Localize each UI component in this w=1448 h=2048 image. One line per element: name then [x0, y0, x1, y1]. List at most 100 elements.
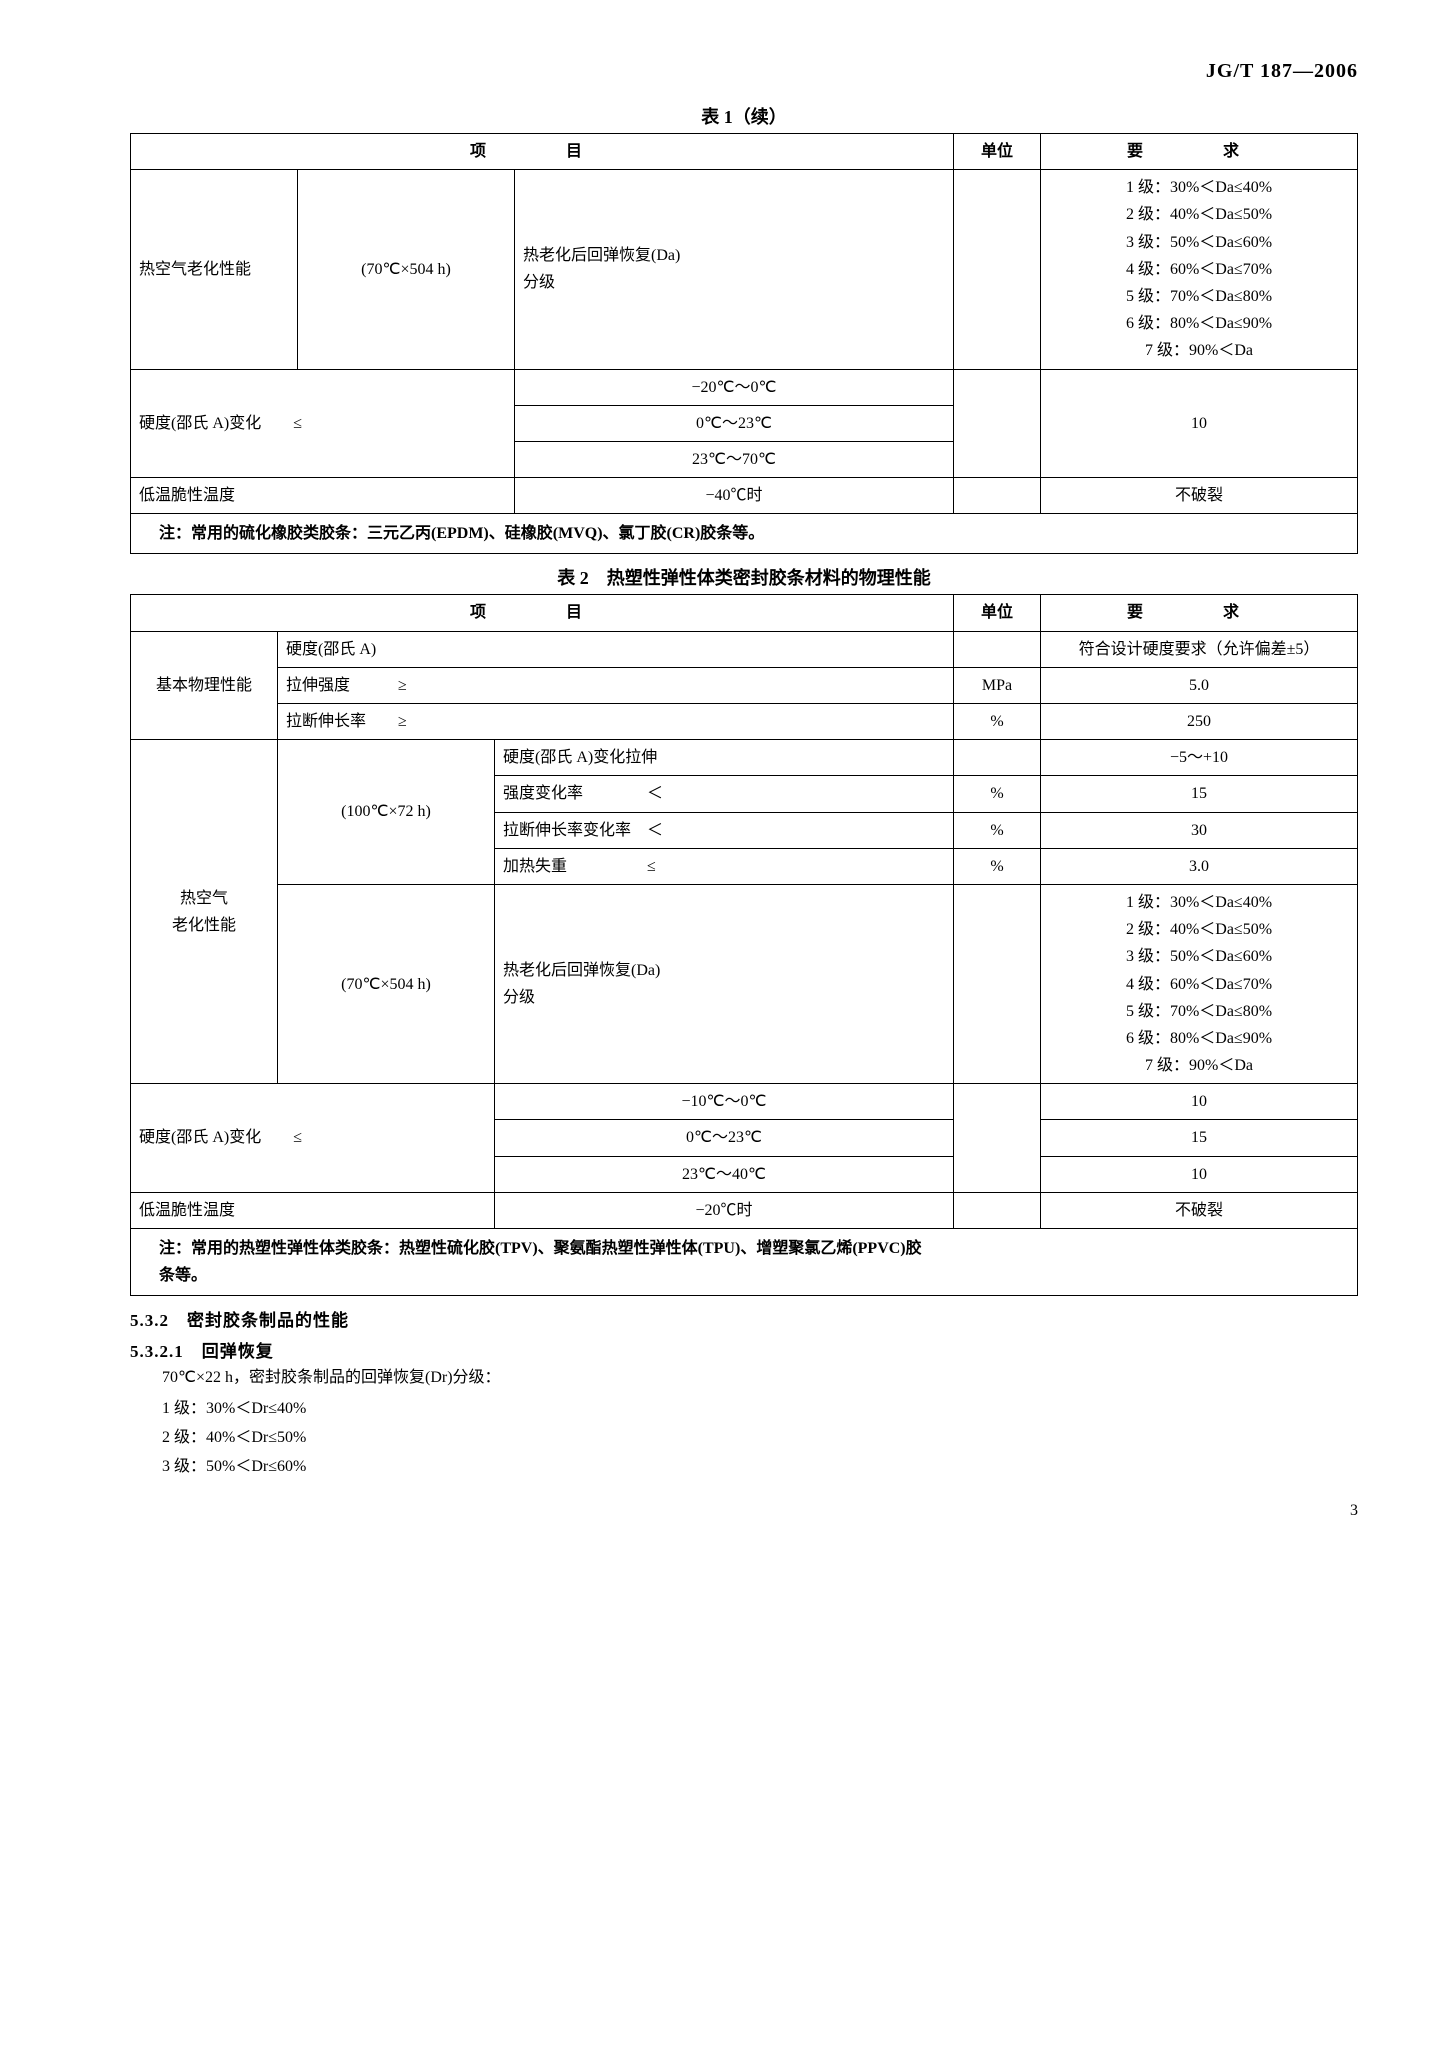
- t2-lvl5: 5 级：70%＜Da≤80%: [1049, 998, 1349, 1025]
- t2-lvl3: 3 级：50%＜Da≤60%: [1049, 943, 1349, 970]
- body-section: 5.3.2 密封胶条制品的性能 5.3.2.1 回弹恢复 70℃×22 h，密封…: [130, 1306, 1358, 1481]
- hardness-range-1: −20℃～0℃: [515, 369, 954, 405]
- table1-note-row: 注：常用的硫化橡胶类胶条：三元乙丙(EPDM)、硅橡胶(MVQ)、氯丁胶(CR)…: [131, 514, 1358, 554]
- t2-brittle-req: 不破裂: [1041, 1192, 1358, 1228]
- t2-hardness-label: 硬度(邵氏 A)变化 ≤: [131, 1084, 495, 1193]
- lvl7: 7 级：90%＜Da: [1049, 337, 1349, 364]
- lvl6: 6 级：80%＜Da≤90%: [1049, 310, 1349, 337]
- t2-hr-1: −10℃～0℃: [495, 1084, 954, 1120]
- hardness-range-3: 23℃～70℃: [515, 441, 954, 477]
- aging-recovery-label: 热老化后回弹恢复(Da) 分级: [515, 170, 954, 369]
- aging-cond: (70℃×504 h): [298, 170, 515, 369]
- t2-recovery-label: 热老化后回弹恢复(Da) 分级: [495, 884, 954, 1083]
- c1-name-4: 加热失重 ≤: [495, 848, 954, 884]
- t2-hardness-r1: 硬度(邵氏 A)变化 ≤ −10℃～0℃ 10: [131, 1084, 1358, 1120]
- t2-recovery-unit: [954, 884, 1041, 1083]
- table-1: 项 目 单位 要 求 热空气老化性能 (70℃×504 h) 热老化后回弹恢复(…: [130, 133, 1358, 554]
- t2-aging-cond1: (100℃×72 h): [278, 740, 495, 885]
- table1-note: 注：常用的硫化橡胶类胶条：三元乙丙(EPDM)、硅橡胶(MVQ)、氯丁胶(CR)…: [131, 514, 1358, 554]
- basic-name-1: 硬度(邵氏 A): [278, 631, 954, 667]
- t2-hr-3: 23℃～40℃: [495, 1156, 954, 1192]
- aging-levels: 1 级：30%＜Da≤40% 2 级：40%＜Da≤50% 3 级：50%＜Da…: [1041, 170, 1358, 369]
- aging-unit: [954, 170, 1041, 369]
- sec-5-3-2-1: 5.3.2.1 回弹恢复: [130, 1337, 1358, 1362]
- basic-name-3: 拉断伸长率 ≥: [278, 704, 954, 740]
- t2-aging-c1-r1: 热空气 老化性能 (100℃×72 h) 硬度(邵氏 A)变化拉伸 −5～+10: [131, 740, 1358, 776]
- t2-aging-c2: (70℃×504 h) 热老化后回弹恢复(Da) 分级 1 级：30%＜Da≤4…: [131, 884, 1358, 1083]
- c1-req-1: −5～+10: [1041, 740, 1358, 776]
- c1-name-3: 拉断伸长率变化率 ＜: [495, 812, 954, 848]
- c1-unit-2: %: [954, 776, 1041, 812]
- lvl5: 5 级：70%＜Da≤80%: [1049, 283, 1349, 310]
- dr-level-3: 3 级：50%＜Dr≤60%: [162, 1453, 1358, 1482]
- hardness-req: 10: [1041, 369, 1358, 478]
- t2-brittle-unit: [954, 1192, 1041, 1228]
- t2-col-item: 项 目: [131, 595, 954, 631]
- t2-brittle-cond: −20℃时: [495, 1192, 954, 1228]
- table2-caption: 表 2 热塑性弹性体类密封胶条材料的物理性能: [130, 564, 1358, 590]
- t2-lvl4: 4 级：60%＜Da≤70%: [1049, 971, 1349, 998]
- dr-level-1: 1 级：30%＜Dr≤40%: [162, 1395, 1358, 1424]
- hardness-r1: 硬度(邵氏 A)变化 ≤ −20℃～0℃ 10: [131, 369, 1358, 405]
- brittle-row: 低温脆性温度 −40℃时 不破裂: [131, 478, 1358, 514]
- t2-brittle-label: 低温脆性温度: [131, 1192, 495, 1228]
- c1-unit-3: %: [954, 812, 1041, 848]
- t2-hardness-unit: [954, 1084, 1041, 1193]
- dr-level-2: 2 级：40%＜Dr≤50%: [162, 1424, 1358, 1453]
- brittle-cond: −40℃时: [515, 478, 954, 514]
- hardness-range-2: 0℃～23℃: [515, 405, 954, 441]
- t2-hr-req-1: 10: [1041, 1084, 1358, 1120]
- brittle-req: 不破裂: [1041, 478, 1358, 514]
- c1-req-3: 30: [1041, 812, 1358, 848]
- lvl3: 3 级：50%＜Da≤60%: [1049, 229, 1349, 256]
- page-number: 3: [130, 1502, 1358, 1520]
- t2-brittle-row: 低温脆性温度 −20℃时 不破裂: [131, 1192, 1358, 1228]
- hardness-unit: [954, 369, 1041, 478]
- lvl4: 4 级：60%＜Da≤70%: [1049, 256, 1349, 283]
- t2-lvl2: 2 级：40%＜Da≤50%: [1049, 916, 1349, 943]
- table2-header: 项 目 单位 要 求: [131, 595, 1358, 631]
- c1-name-2: 强度变化率 ＜: [495, 776, 954, 812]
- sec-5-3-2: 5.3.2 密封胶条制品的性能: [130, 1306, 1358, 1331]
- lvl2: 2 级：40%＜Da≤50%: [1049, 201, 1349, 228]
- t2-hr-req-3: 10: [1041, 1156, 1358, 1192]
- brittle-label: 低温脆性温度: [131, 478, 515, 514]
- c1-unit-4: %: [954, 848, 1041, 884]
- basic-unit-2: MPa: [954, 667, 1041, 703]
- t2-lvl7: 7 级：90%＜Da: [1049, 1052, 1349, 1079]
- hardness-label: 硬度(邵氏 A)变化 ≤: [131, 369, 515, 478]
- basic-label: 基本物理性能: [131, 631, 278, 740]
- col-req: 要 求: [1041, 134, 1358, 170]
- col-unit: 单位: [954, 134, 1041, 170]
- t2-note-row: 注：常用的热塑性弹性体类胶条：热塑性硫化胶(TPV)、聚氨酯热塑性弹性体(TPU…: [131, 1229, 1358, 1296]
- t2-col-req: 要 求: [1041, 595, 1358, 631]
- t2-aging-cond2: (70℃×504 h): [278, 884, 495, 1083]
- table-2: 项 目 单位 要 求 基本物理性能 硬度(邵氏 A) 符合设计硬度要求（允许偏差…: [130, 594, 1358, 1296]
- t2-lvl1: 1 级：30%＜Da≤40%: [1049, 889, 1349, 916]
- table1-header: 项 目 单位 要 求: [131, 134, 1358, 170]
- aging-label: 热空气老化性能: [131, 170, 298, 369]
- basic-name-2: 拉伸强度 ≥: [278, 667, 954, 703]
- brittle-unit: [954, 478, 1041, 514]
- basic-req-1: 符合设计硬度要求（允许偏差±5）: [1041, 631, 1358, 667]
- t2-basic-r3: 拉断伸长率 ≥ % 250: [131, 704, 1358, 740]
- lvl1: 1 级：30%＜Da≤40%: [1049, 174, 1349, 201]
- col-item: 项 目: [131, 134, 954, 170]
- body-intro: 70℃×22 h，密封胶条制品的回弹恢复(Dr)分级：: [130, 1364, 1358, 1393]
- t2-note: 注：常用的热塑性弹性体类胶条：热塑性硫化胶(TPV)、聚氨酯热塑性弹性体(TPU…: [131, 1229, 1358, 1296]
- basic-unit-1: [954, 631, 1041, 667]
- basic-unit-3: %: [954, 704, 1041, 740]
- t2-hr-req-2: 15: [1041, 1120, 1358, 1156]
- t2-lvl6: 6 级：80%＜Da≤90%: [1049, 1025, 1349, 1052]
- c1-req-2: 15: [1041, 776, 1358, 812]
- t2-hr-2: 0℃～23℃: [495, 1120, 954, 1156]
- t2-col-unit: 单位: [954, 595, 1041, 631]
- t2-basic-r2: 拉伸强度 ≥ MPa 5.0: [131, 667, 1358, 703]
- table1-caption: 表 1（续）: [130, 103, 1358, 129]
- c1-req-4: 3.0: [1041, 848, 1358, 884]
- t2-basic-r1: 基本物理性能 硬度(邵氏 A) 符合设计硬度要求（允许偏差±5）: [131, 631, 1358, 667]
- c1-unit-1: [954, 740, 1041, 776]
- t2-aging-levels: 1 级：30%＜Da≤40% 2 级：40%＜Da≤50% 3 级：50%＜Da…: [1041, 884, 1358, 1083]
- doc-code: JG/T 187—2006: [130, 60, 1358, 83]
- basic-req-3: 250: [1041, 704, 1358, 740]
